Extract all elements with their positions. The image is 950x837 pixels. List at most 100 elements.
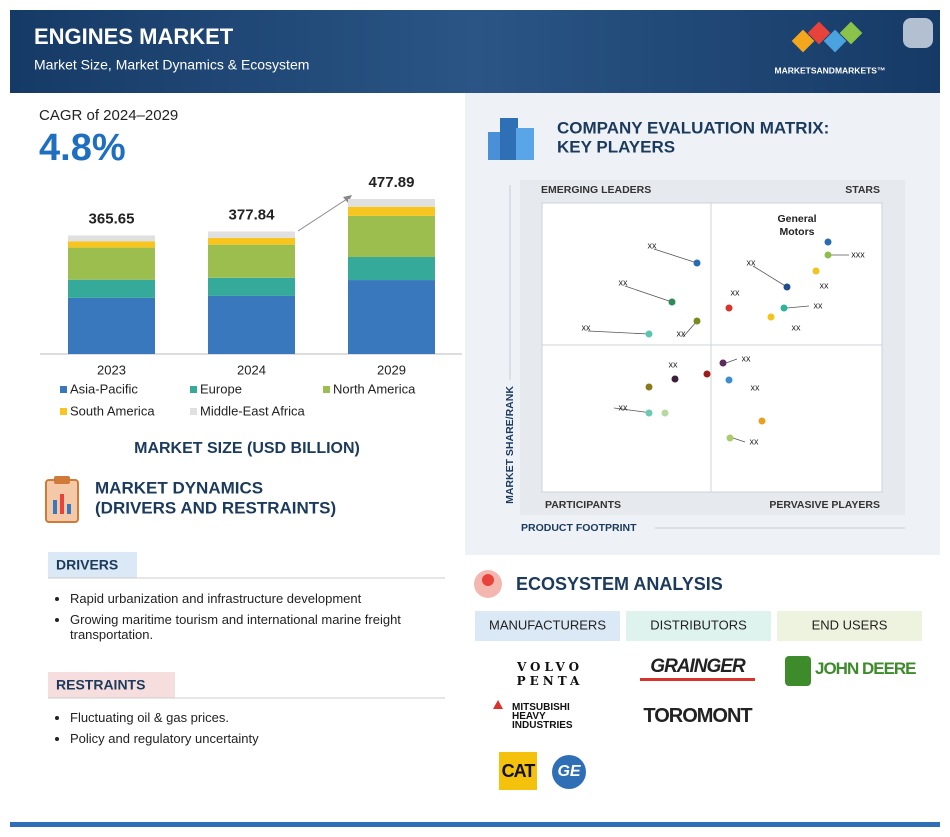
company-point [703, 370, 711, 378]
growth-arrow [297, 196, 351, 232]
point-label: xx [747, 257, 757, 267]
point-label: xx [814, 300, 824, 310]
cagr-value: 4.8% [39, 127, 126, 169]
bar-segment [348, 206, 435, 216]
ecosystem-tab [475, 611, 620, 641]
leader-line [732, 437, 746, 443]
driver-item: Growing maritime tourism and internation… [70, 612, 465, 642]
leader-line [653, 248, 698, 264]
quadrant-label: PARTICIPANTS [545, 499, 621, 511]
legend-label: Europe [200, 381, 242, 396]
matrix-icon [488, 118, 534, 160]
ecosystem-icon [474, 570, 502, 598]
company-logo: VOLVO PENTA [516, 660, 584, 688]
company-point [671, 375, 679, 383]
x-tick-label: 2023 [97, 362, 126, 377]
y-axis-label: MARKET SHARE/RANK [504, 386, 516, 504]
ecosystem-heading: DISTRIBUTORS [650, 617, 747, 632]
ecosystem-tab [626, 611, 771, 641]
x-tick-label: 2024 [237, 362, 266, 377]
company-point [645, 383, 653, 391]
legend-label: Asia-Pacific [70, 381, 138, 396]
point-label: xx [619, 402, 629, 412]
total-label: 377.84 [229, 206, 276, 223]
matrix-title: KEY PLAYERS [557, 137, 675, 156]
point-label: xx [731, 287, 741, 297]
bar-segment [348, 199, 435, 207]
point-label: xx [669, 359, 679, 369]
leader-line [682, 320, 698, 338]
bar-segment [208, 277, 295, 296]
brand-name: MARKETSANDMARKETS™ [775, 65, 886, 75]
bar-segment [208, 231, 295, 238]
dynamics-title: MARKET DYNAMICS [95, 478, 263, 497]
legend-swatch [60, 386, 67, 393]
legend-swatch [190, 386, 197, 393]
leader-line [786, 305, 810, 309]
company-point [783, 283, 791, 291]
company-point [668, 298, 676, 306]
highlight-label: General Motors [777, 213, 817, 238]
x-axis-label: PRODUCT FOOTPRINT [521, 522, 637, 534]
point-label: xx [751, 382, 761, 392]
bar-segment [208, 295, 295, 354]
legend-label: Middle-East Africa [200, 403, 306, 418]
bar-segment [68, 279, 155, 298]
arrow-head [343, 195, 352, 203]
bar-segment [348, 215, 435, 258]
company-point [693, 317, 701, 325]
quadrant-label: PERVASIVE PLAYERS [769, 499, 880, 511]
company-point [693, 259, 701, 267]
point-label: xx [582, 322, 592, 332]
company-logo: CAT [499, 752, 537, 790]
driver-item: Rapid urbanization and infrastructure de… [70, 591, 465, 606]
cagr-label: CAGR of 2024–2029 [39, 107, 178, 124]
company-point [645, 409, 653, 417]
company-logo: GRAINGER [640, 656, 755, 681]
leader-line [587, 330, 650, 335]
company-point [780, 304, 788, 312]
company-logo: JOHN DEERE [815, 659, 917, 678]
bar-segment [348, 280, 435, 354]
x-tick-label: 2029 [377, 362, 406, 377]
company-logo: TOROMONT [643, 705, 752, 727]
restraints-list: Fluctuating oil & gas prices. Policy and… [50, 710, 465, 752]
company-point [812, 267, 820, 275]
point-label: xx [619, 277, 629, 287]
ecosystem-heading: END USERS [812, 617, 888, 632]
bar-segment [208, 237, 295, 245]
company-point [824, 251, 832, 259]
zoom-button[interactable] [903, 18, 933, 48]
point-label: xx [792, 322, 802, 332]
matrix-title: COMPANY EVALUATION MATRIX: [557, 118, 829, 137]
company-logo: GE [552, 755, 586, 789]
legend-label: South America [70, 403, 155, 418]
company-point [719, 359, 727, 367]
legend-swatch [190, 408, 197, 415]
bar-segment [348, 257, 435, 281]
point-label: xx [742, 353, 752, 363]
chart-title: MARKET SIZE (USD BILLION) [134, 440, 360, 457]
company-point [758, 417, 766, 425]
total-label: 477.89 [369, 174, 415, 191]
point-label: xxx [851, 249, 865, 259]
quadrant-label: STARS [845, 184, 880, 196]
company-point [661, 409, 669, 417]
legend-swatch [60, 408, 67, 415]
header-title: ENGINES MARKET [34, 24, 234, 49]
company-logo: MITSUBISHI HEAVY INDUSTRIES [512, 702, 573, 731]
restraints-tab [48, 672, 175, 698]
company-point [767, 313, 775, 321]
restraint-item: Policy and regulatory uncertainty [70, 731, 465, 746]
dynamics-title: (DRIVERS AND RESTRAINTS) [95, 498, 336, 517]
mitsubishi-mark [493, 700, 503, 709]
company-point [645, 330, 653, 338]
ecosystem-heading: MANUFACTURERS [489, 617, 606, 632]
bar-segment [68, 235, 155, 242]
leader-line [725, 358, 738, 364]
company-point [726, 434, 734, 442]
matrix-plot [541, 202, 883, 493]
header-subtitle: Market Size, Market Dynamics & Ecosystem [34, 57, 309, 73]
